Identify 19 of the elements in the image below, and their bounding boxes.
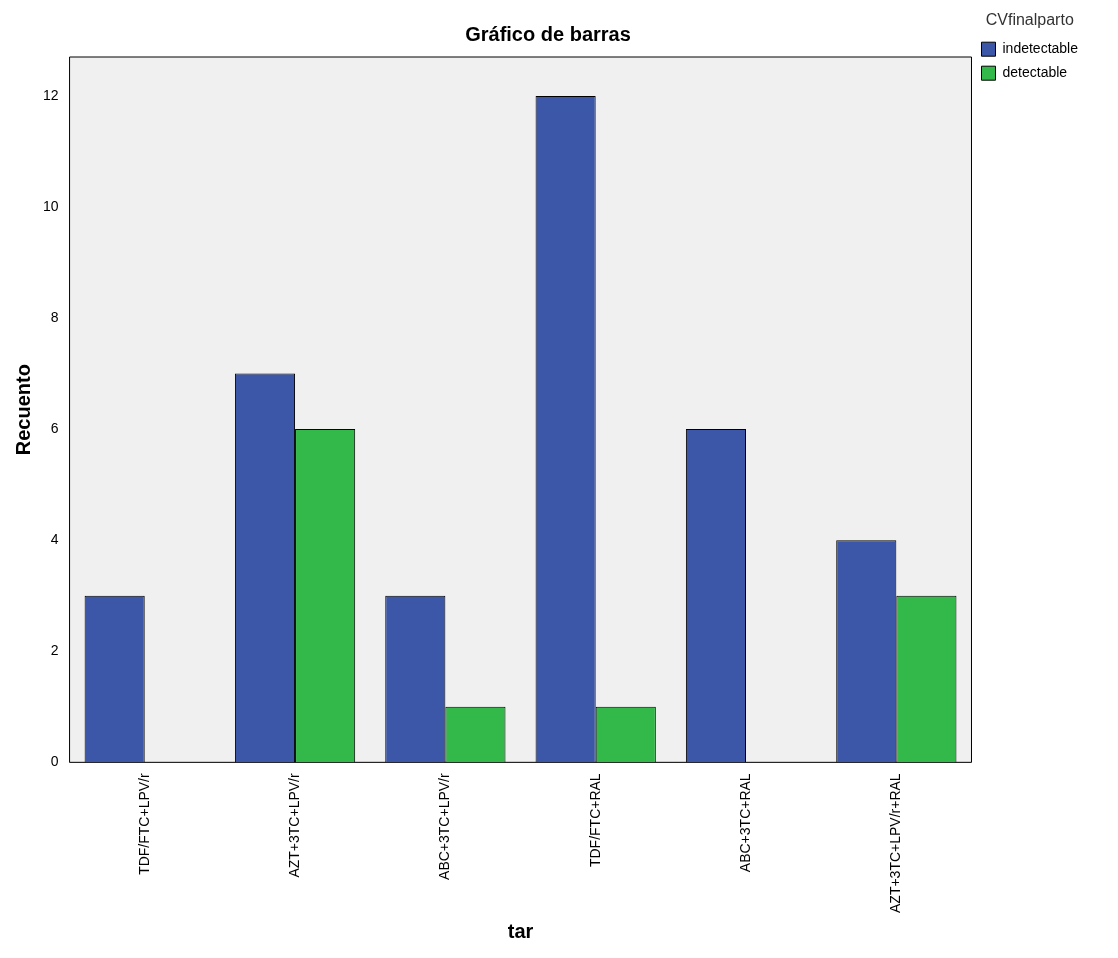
y-tick-label: 12 (42, 86, 59, 103)
legend-label: detectable (1002, 64, 1068, 81)
y-tick-label: 8 (50, 308, 59, 325)
x-tick-label: ABC+3TC+LPV/r (436, 773, 453, 880)
legend-label: indetectable (1002, 40, 1079, 57)
legend-title: CVfinalparto (985, 11, 1074, 29)
y-tick-label: 2 (50, 642, 59, 659)
y-tick-label: 4 (50, 531, 59, 548)
x-tick-label: TDF/FTC+RAL (586, 773, 603, 868)
chart-title: Gráfico de barras (465, 22, 631, 45)
x-tick-label: AZT+3TC+LPV/r (285, 773, 302, 878)
y-tick-label: 10 (42, 197, 59, 214)
y-axis-title: Recuento (11, 364, 34, 456)
x-axis-title: tar (507, 919, 534, 942)
y-tick-label: 0 (50, 753, 59, 770)
x-tick-label: TDF/FTC+LPV/r (135, 773, 152, 875)
x-tick-label: ABC+3TC+RAL (736, 773, 753, 873)
x-tick-label: AZT+3TC+LPV/r+RAL (887, 773, 904, 914)
y-tick-label: 6 (50, 419, 59, 436)
